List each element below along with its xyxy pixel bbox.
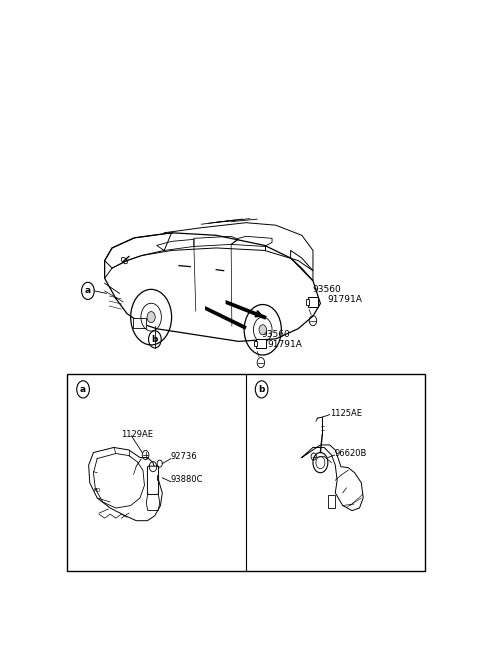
FancyBboxPatch shape bbox=[328, 495, 335, 508]
Text: 93560: 93560 bbox=[312, 285, 341, 294]
Text: 91791A: 91791A bbox=[267, 340, 302, 349]
Circle shape bbox=[147, 312, 155, 323]
FancyBboxPatch shape bbox=[309, 297, 318, 306]
Text: a: a bbox=[80, 385, 86, 394]
Text: PD: PD bbox=[94, 488, 101, 493]
Text: 1129AE: 1129AE bbox=[121, 430, 154, 440]
Text: 93560: 93560 bbox=[261, 330, 289, 338]
Text: a: a bbox=[85, 287, 91, 295]
FancyBboxPatch shape bbox=[132, 318, 145, 328]
Text: 93880C: 93880C bbox=[171, 476, 204, 484]
Polygon shape bbox=[205, 306, 247, 330]
FancyBboxPatch shape bbox=[306, 299, 309, 304]
Text: 92736: 92736 bbox=[171, 452, 197, 461]
Text: b: b bbox=[258, 385, 265, 394]
Text: b: b bbox=[152, 335, 158, 344]
Circle shape bbox=[259, 325, 266, 335]
FancyBboxPatch shape bbox=[67, 374, 424, 571]
Text: 91791A: 91791A bbox=[327, 295, 362, 304]
Text: 96620B: 96620B bbox=[335, 449, 367, 458]
FancyBboxPatch shape bbox=[147, 466, 158, 495]
Text: 1125AE: 1125AE bbox=[330, 409, 362, 418]
FancyBboxPatch shape bbox=[256, 339, 266, 348]
Polygon shape bbox=[226, 300, 267, 319]
FancyBboxPatch shape bbox=[254, 341, 257, 346]
